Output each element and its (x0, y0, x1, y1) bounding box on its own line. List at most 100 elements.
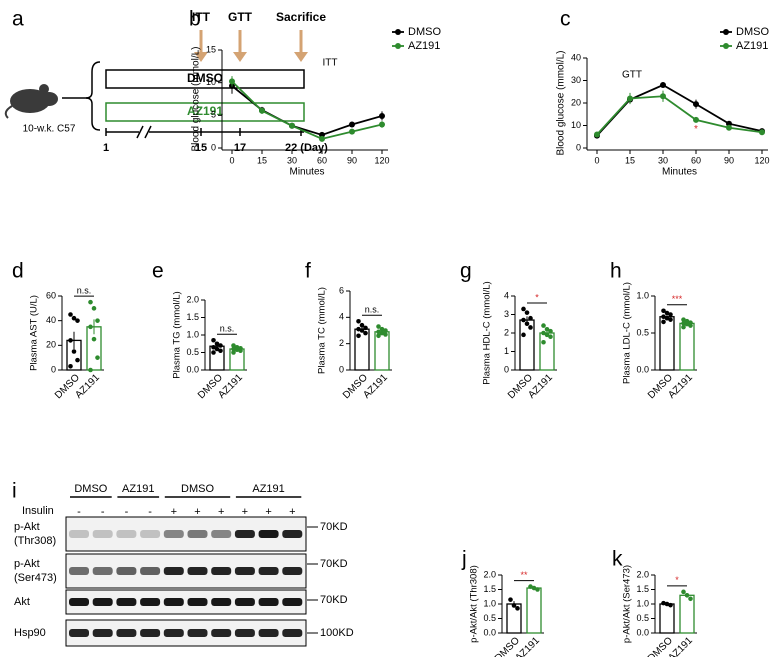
data-point (681, 317, 686, 322)
blot-band (234, 629, 255, 637)
y-tick-label: 1.0 (636, 598, 649, 608)
treatment-sign: + (289, 506, 295, 518)
series-marker (259, 107, 265, 114)
blot-band (234, 530, 255, 538)
data-point (75, 318, 80, 323)
treatment-sign: - (148, 506, 152, 518)
y-axis-label: Blood glucose (mmol/L) (191, 46, 202, 151)
data-point (681, 321, 686, 326)
series-marker (319, 135, 325, 142)
data-point (211, 337, 216, 343)
blot-group-label: DMSO (181, 483, 214, 495)
data-point (541, 323, 546, 328)
y-tick-label: 5 (211, 110, 216, 120)
data-point (515, 606, 520, 611)
x-tick-label: 0 (229, 155, 234, 165)
blot-band (140, 567, 161, 575)
x-tick-label: 15 (625, 155, 635, 165)
y-tick-label: 1.0 (186, 329, 199, 339)
data-point (356, 318, 361, 324)
blot-band (116, 530, 137, 538)
blot-band (187, 598, 208, 606)
legend-label: DMSO (736, 26, 769, 38)
chart-title: GTT (622, 70, 642, 81)
data-point (383, 332, 388, 337)
mouse-ear (39, 84, 49, 94)
x-tick-label: 90 (724, 155, 734, 165)
mouse-tail (4, 105, 13, 119)
data-point (664, 310, 670, 316)
x-tick-label: 120 (374, 155, 389, 165)
data-point (238, 348, 243, 354)
panel-label: g (460, 260, 472, 283)
bar (679, 594, 695, 634)
y-tick-label: 1 (504, 346, 509, 356)
y-tick-label: 40 (571, 52, 581, 62)
day-label: 22 (Day) (285, 142, 328, 154)
blot-band (69, 629, 89, 637)
y-tick-label: 0.0 (186, 364, 199, 374)
series-line (231, 85, 383, 136)
annotation: ** (520, 570, 528, 580)
data-point (376, 324, 381, 329)
data-point (681, 324, 686, 330)
blot-band (258, 629, 279, 637)
data-point (218, 348, 223, 354)
data-point (535, 587, 540, 592)
y-tick-label: 0 (339, 364, 344, 374)
data-point (668, 317, 673, 322)
data-point (234, 347, 240, 353)
blot-band (116, 598, 137, 606)
series-line (231, 80, 383, 140)
y-tick-label: 4 (504, 290, 509, 300)
x-tick-label: 30 (287, 155, 297, 165)
data-point (548, 328, 553, 334)
blot-band (163, 567, 184, 575)
x-tick-label: 120 (754, 155, 769, 165)
y-tick-label: 2.0 (636, 569, 649, 579)
treatment-sign: - (77, 506, 81, 518)
group-label: DMSO (187, 71, 223, 85)
day-label: 1 (103, 142, 109, 154)
size-label: 70KD (320, 594, 348, 606)
x-axis-label: Minutes (662, 167, 697, 178)
data-point (75, 357, 80, 363)
y-tick-label: 0.0 (483, 627, 496, 637)
bracket (85, 61, 101, 131)
panel-label: b (189, 8, 201, 31)
data-point (544, 332, 550, 338)
animal-label: 10-w.k. C57 (23, 124, 76, 135)
blot-band (234, 598, 255, 606)
data-point (359, 322, 365, 328)
series-marker (627, 95, 633, 102)
data-point (214, 341, 220, 347)
y-tick-label: 1.5 (483, 584, 496, 594)
legend-marker (395, 29, 401, 35)
blot-band (140, 629, 161, 637)
series-marker (693, 101, 699, 108)
y-tick-label: 40 (46, 315, 56, 325)
y-tick-label: 2.0 (483, 569, 496, 579)
event-label: Sacrifice (276, 10, 326, 24)
data-point (91, 306, 97, 311)
treatment-sign: + (218, 506, 224, 518)
series-line (596, 95, 763, 136)
data-point (376, 329, 381, 335)
data-point (688, 323, 693, 328)
panel-label: i (12, 480, 17, 503)
blot-band (211, 530, 232, 538)
data-point (379, 330, 385, 336)
size-label: 70KD (320, 558, 348, 570)
data-point (541, 330, 546, 336)
blot-band (187, 629, 208, 637)
y-axis-label: p-Akt/Akt (Ser473) (622, 565, 633, 643)
treatment-sign: + (242, 506, 248, 518)
data-point (684, 321, 690, 327)
y-tick-label: 60 (46, 290, 56, 300)
panel-label: f (305, 260, 311, 283)
bar (539, 332, 555, 371)
bar (659, 603, 675, 634)
data-point (544, 327, 550, 332)
series-marker (660, 82, 666, 88)
